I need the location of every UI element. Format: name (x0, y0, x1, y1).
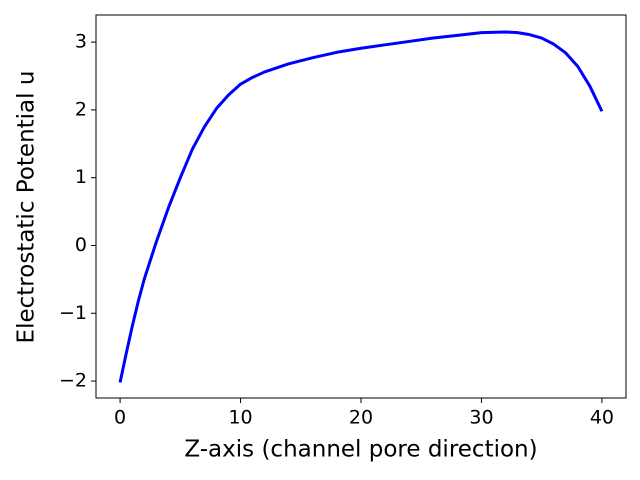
x-tick-label: 20 (349, 407, 373, 429)
x-axis-label: Z-axis (channel pore direction) (184, 437, 537, 463)
x-tick-label: 0 (114, 407, 126, 429)
line-series (118, 30, 604, 383)
y-tick-label: 2 (75, 98, 87, 120)
x-tick-label: 10 (228, 407, 252, 429)
y-axis-label: Electrostatic Potential u (14, 71, 40, 344)
y-tick-label: −2 (59, 370, 87, 392)
y-tick-label: −1 (59, 302, 87, 324)
y-tick-label: 0 (75, 234, 87, 256)
plot-frame (95, 14, 627, 399)
x-tick-label: 30 (469, 407, 493, 429)
y-tick-label: 1 (75, 166, 87, 188)
y-tick-label: 3 (75, 31, 87, 53)
x-tick-label: 40 (590, 407, 614, 429)
